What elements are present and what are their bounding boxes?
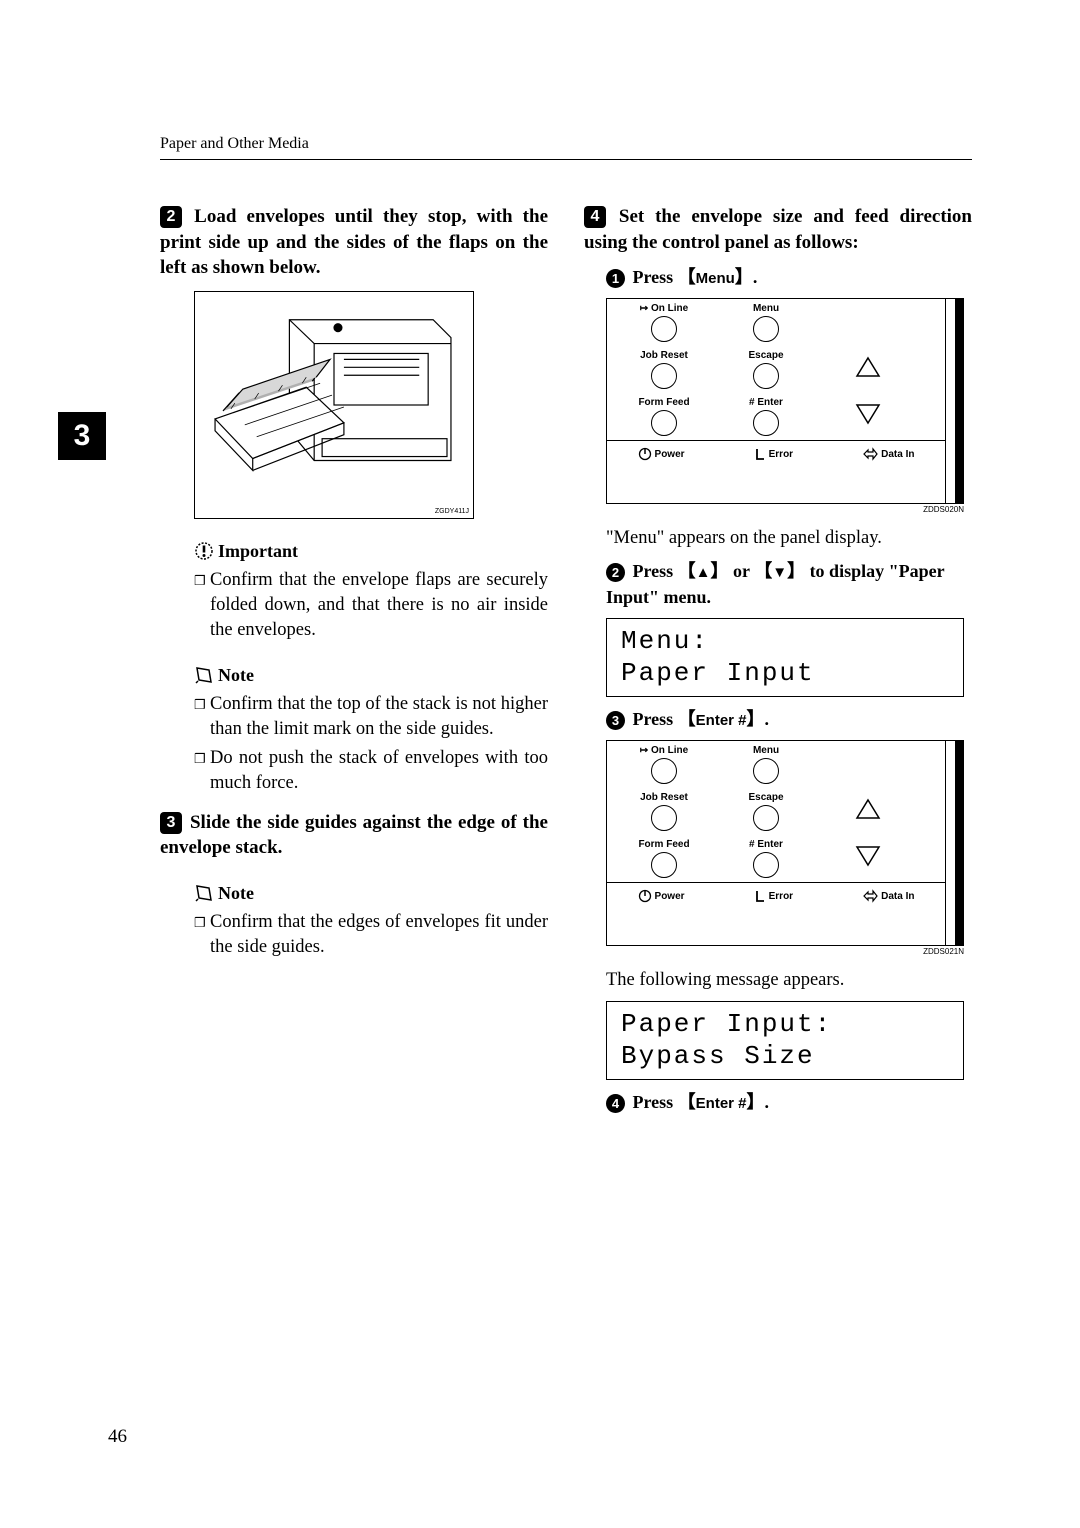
step-4: 4 Set the envelope size and feed directi… bbox=[584, 204, 972, 255]
substep-1-suffix: . bbox=[753, 267, 758, 287]
step-2-num: 2 bbox=[160, 206, 182, 228]
bullet-icon: ❒ bbox=[194, 568, 210, 643]
note-2-item: ❒ Confirm that the edges of envelopes fi… bbox=[194, 910, 548, 960]
substep-3-suffix: . bbox=[765, 709, 770, 729]
note-2-text: Note bbox=[218, 883, 254, 904]
substep-1: 1 Press 【Menu】. bbox=[606, 265, 972, 290]
printer-figure: ZGDY411J bbox=[194, 291, 474, 519]
lcd-2-line-2: Bypass Size bbox=[621, 1040, 949, 1073]
control-panel-2: ↦ On Line Menu Job Reset Escape Form Fee… bbox=[606, 740, 964, 946]
important-bullet: ❒ Confirm that the envelope flaps are se… bbox=[194, 568, 548, 643]
step-4-num: 4 bbox=[584, 206, 606, 228]
substep-2-num: 2 bbox=[606, 563, 625, 582]
note-icon bbox=[194, 665, 214, 685]
note-1-item-2-text: Do not push the stack of envelopes with … bbox=[210, 746, 548, 796]
bullet-icon: ❒ bbox=[194, 910, 210, 960]
content-columns: 2 Load envelopes until they stop, with t… bbox=[160, 204, 972, 1123]
control-panel-1: ↦ On Line Menu Job Reset Escape Form Fee… bbox=[606, 298, 964, 504]
bullet-icon: ❒ bbox=[194, 692, 210, 742]
after-panel-1-text: "Menu" appears on the panel display. bbox=[606, 526, 972, 551]
figure-code: ZGDY411J bbox=[435, 508, 469, 515]
after-panel-2-text: The following message appears. bbox=[606, 968, 972, 993]
note-1-item-1: ❒ Confirm that the top of the stack is n… bbox=[194, 692, 548, 742]
note-1-item-2: ❒ Do not push the stack of envelopes wit… bbox=[194, 746, 548, 796]
important-icon bbox=[194, 541, 214, 561]
step-2: 2 Load envelopes until they stop, with t… bbox=[160, 204, 548, 281]
substep-2: 2 Press 【▲】 or 【▼】 to display "Paper Inp… bbox=[606, 559, 972, 609]
step-4-text: Set the envelope size and feed direction… bbox=[584, 206, 972, 253]
step-3: 3 Slide the side guides against the edge… bbox=[160, 810, 548, 861]
substep-4-num: 4 bbox=[606, 1094, 625, 1113]
panel-1-code: ZDDS020N bbox=[606, 505, 964, 514]
printer-illustration bbox=[195, 292, 473, 518]
substep-3-btn: Enter # bbox=[696, 712, 747, 729]
substep-4-btn: Enter # bbox=[696, 1095, 747, 1112]
substep-4-suffix: . bbox=[765, 1092, 770, 1112]
lcd-display-1: Menu: Paper Input bbox=[606, 618, 964, 697]
left-column: 2 Load envelopes until they stop, with t… bbox=[160, 204, 548, 1123]
substep-1-btn: Menu bbox=[696, 270, 735, 287]
substep-1-num: 1 bbox=[606, 269, 625, 288]
important-label: Important bbox=[194, 541, 548, 562]
substep-1-prefix: Press bbox=[633, 267, 678, 287]
substep-4: 4 Press 【Enter #】. bbox=[606, 1090, 972, 1115]
note-1-text: Note bbox=[218, 665, 254, 686]
lcd-2-line-1: Paper Input: bbox=[621, 1008, 949, 1041]
lcd-1-line-2: Paper Input bbox=[621, 657, 949, 690]
important-text: Important bbox=[218, 541, 298, 562]
bullet-icon: ❒ bbox=[194, 746, 210, 796]
substep-3: 3 Press 【Enter #】. bbox=[606, 707, 972, 732]
lcd-display-2: Paper Input: Bypass Size bbox=[606, 1001, 964, 1080]
step-2-text: Load envelopes until they stop, with the… bbox=[160, 206, 548, 278]
step-3-text: Slide the side guides against the edge o… bbox=[160, 812, 548, 859]
substep-4-prefix: Press bbox=[633, 1092, 678, 1112]
note-2-label: Note bbox=[194, 883, 548, 904]
chapter-tab: 3 bbox=[58, 412, 106, 460]
page-number: 46 bbox=[108, 1426, 127, 1448]
note-1-item-1-text: Confirm that the top of the stack is not… bbox=[210, 692, 548, 742]
page-header: Paper and Other Media bbox=[160, 135, 972, 160]
right-column: 4 Set the envelope size and feed directi… bbox=[584, 204, 972, 1123]
substep-2-a: Press bbox=[633, 561, 678, 581]
panel-2-code: ZDDS021N bbox=[606, 947, 964, 956]
substep-2-b: or bbox=[729, 561, 755, 581]
note-2-item-text: Confirm that the edges of envelopes fit … bbox=[210, 910, 548, 960]
note-icon bbox=[194, 883, 214, 903]
step-3-num: 3 bbox=[160, 812, 182, 834]
lcd-1-line-1: Menu: bbox=[621, 625, 949, 658]
substep-3-prefix: Press bbox=[633, 709, 678, 729]
important-item-text: Confirm that the envelope flaps are secu… bbox=[210, 568, 548, 643]
note-1-label: Note bbox=[194, 665, 548, 686]
substep-3-num: 3 bbox=[606, 711, 625, 730]
